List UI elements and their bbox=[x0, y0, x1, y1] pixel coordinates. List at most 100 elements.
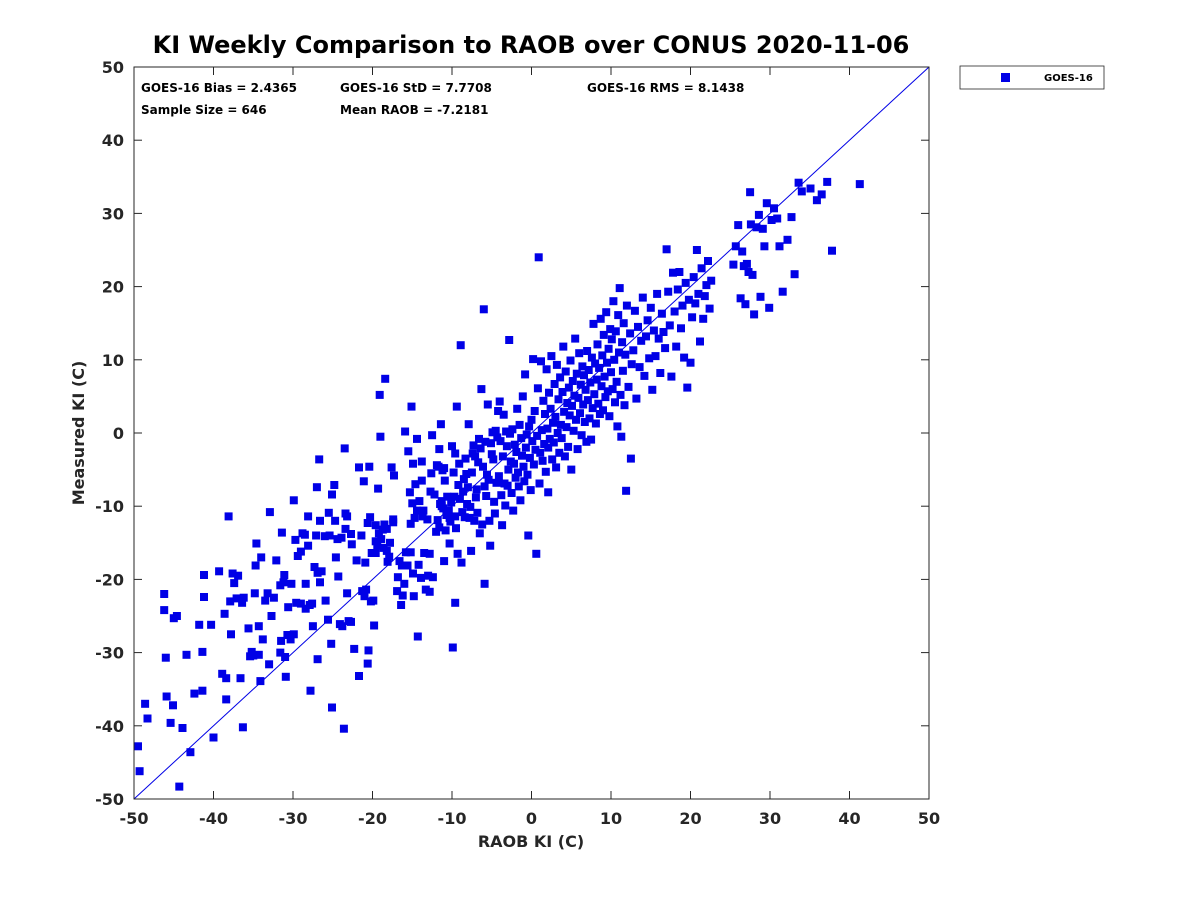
data-point bbox=[387, 463, 396, 472]
data-point bbox=[350, 644, 359, 653]
data-point bbox=[222, 674, 231, 683]
data-point bbox=[312, 483, 321, 492]
data-point bbox=[207, 620, 216, 629]
data-point bbox=[656, 369, 665, 377]
data-point bbox=[475, 529, 484, 538]
data-point bbox=[754, 210, 763, 219]
data-point bbox=[538, 456, 547, 465]
data-point bbox=[182, 650, 191, 659]
x-tick-label: -40 bbox=[199, 809, 228, 828]
data-point bbox=[566, 356, 575, 365]
stat-sample-size: Sample Size = 646 bbox=[141, 103, 267, 117]
data-point bbox=[696, 337, 704, 346]
data-point bbox=[738, 247, 747, 256]
data-point bbox=[198, 686, 207, 695]
data-point bbox=[525, 453, 534, 462]
data-point bbox=[280, 571, 289, 579]
data-point bbox=[134, 742, 142, 751]
data-point bbox=[401, 427, 410, 436]
data-point bbox=[526, 486, 535, 495]
plot-frame bbox=[133, 66, 930, 800]
data-point bbox=[380, 520, 389, 529]
data-point bbox=[459, 487, 468, 496]
data-point bbox=[465, 513, 474, 522]
data-point bbox=[291, 535, 300, 544]
data-point bbox=[681, 278, 690, 287]
data-point bbox=[567, 465, 576, 474]
data-point bbox=[430, 490, 439, 499]
data-point bbox=[250, 589, 259, 598]
data-point bbox=[620, 401, 629, 410]
data-point bbox=[451, 512, 460, 521]
data-point bbox=[520, 477, 529, 486]
data-point bbox=[456, 341, 465, 350]
data-point bbox=[539, 396, 548, 405]
data-point bbox=[257, 553, 266, 562]
data-point bbox=[649, 326, 658, 335]
data-point bbox=[169, 701, 177, 710]
data-point bbox=[499, 410, 508, 419]
data-point bbox=[382, 546, 391, 555]
data-point bbox=[330, 481, 339, 489]
data-point bbox=[621, 350, 630, 359]
data-point bbox=[787, 213, 796, 222]
data-point bbox=[583, 347, 592, 355]
data-point bbox=[705, 304, 714, 313]
data-point bbox=[604, 344, 613, 353]
data-point bbox=[313, 655, 322, 664]
data-point bbox=[783, 235, 792, 244]
data-point bbox=[686, 358, 695, 367]
data-point bbox=[186, 748, 195, 757]
data-point bbox=[508, 425, 517, 434]
data-point bbox=[249, 651, 258, 660]
data-point bbox=[587, 353, 596, 362]
data-point bbox=[300, 530, 309, 539]
data-point bbox=[460, 513, 469, 522]
data-point bbox=[289, 496, 298, 505]
data-point bbox=[624, 382, 633, 391]
data-point bbox=[521, 443, 530, 452]
data-point bbox=[277, 636, 286, 645]
data-point bbox=[537, 426, 546, 435]
data-point bbox=[494, 472, 503, 481]
data-point bbox=[461, 454, 470, 463]
data-point bbox=[611, 327, 620, 336]
data-point bbox=[645, 354, 654, 363]
data-point bbox=[675, 268, 684, 276]
data-point bbox=[560, 452, 569, 461]
data-point bbox=[424, 571, 433, 580]
data-point bbox=[584, 366, 593, 374]
data-point bbox=[490, 509, 499, 518]
data-point bbox=[265, 508, 274, 517]
data-point bbox=[556, 420, 565, 429]
data-point bbox=[694, 289, 703, 298]
data-point bbox=[457, 558, 466, 567]
data-point bbox=[287, 579, 296, 588]
data-point bbox=[524, 531, 533, 540]
data-point bbox=[662, 245, 671, 254]
data-point bbox=[362, 585, 371, 594]
data-point bbox=[407, 402, 416, 411]
data-point bbox=[673, 285, 682, 294]
data-point bbox=[254, 650, 263, 659]
data-point bbox=[544, 488, 553, 497]
data-point bbox=[592, 375, 601, 384]
data-point bbox=[334, 572, 343, 581]
data-point bbox=[572, 415, 580, 424]
data-point bbox=[393, 573, 402, 582]
data-point bbox=[626, 329, 635, 338]
data-point bbox=[178, 724, 187, 732]
y-tick-label: 0 bbox=[113, 424, 124, 443]
data-point bbox=[758, 224, 767, 233]
data-point bbox=[400, 579, 409, 588]
data-point bbox=[371, 521, 380, 530]
data-point bbox=[577, 431, 586, 440]
data-point bbox=[514, 468, 522, 477]
data-point bbox=[492, 478, 501, 487]
y-tick-label: 10 bbox=[102, 351, 124, 370]
data-point bbox=[637, 336, 646, 345]
y-tick-label: -30 bbox=[95, 644, 124, 663]
data-point bbox=[659, 328, 668, 336]
data-point bbox=[688, 313, 697, 322]
